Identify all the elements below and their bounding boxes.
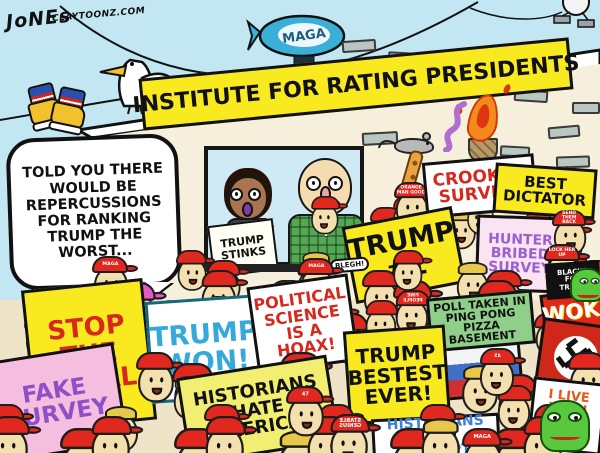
crowd-head xyxy=(390,250,433,293)
crowd-head: 47 xyxy=(286,386,335,439)
mouth xyxy=(151,387,163,396)
maga-cap: 47 xyxy=(286,386,324,404)
crowd-head: 45 xyxy=(476,348,526,398)
crowd-head xyxy=(417,416,462,453)
mouth xyxy=(475,398,487,407)
maga-cap xyxy=(176,250,207,265)
crowd-head xyxy=(176,250,216,293)
mouth xyxy=(188,278,198,285)
hair xyxy=(457,261,488,275)
crowd-head: MAGA xyxy=(462,428,513,453)
woman-mouth xyxy=(242,202,253,217)
hair xyxy=(422,418,459,434)
maga-cap: MAGA xyxy=(92,256,128,273)
crowd-head xyxy=(460,363,502,416)
maga-blimp: MAGA xyxy=(246,10,346,72)
maga-cap xyxy=(205,416,246,436)
crowd-head xyxy=(136,352,185,405)
blimp-label: MAGA xyxy=(281,26,326,47)
purple-worm xyxy=(436,100,470,156)
crowd-head xyxy=(0,416,42,453)
rater-woman: TRUMP STINKS xyxy=(207,168,282,278)
crowd-head xyxy=(87,416,144,453)
brick xyxy=(341,38,377,54)
maga-cap: STABLE GENIUS xyxy=(330,414,370,433)
mouth xyxy=(301,421,313,430)
maga-cap xyxy=(568,352,600,370)
maga-cap xyxy=(393,250,424,265)
maga-cap xyxy=(201,270,238,288)
frog-face xyxy=(570,268,600,302)
maga-cap: LOCK HER UP xyxy=(544,244,580,261)
crowd-head xyxy=(308,196,348,236)
maga-cap xyxy=(91,416,132,436)
window-sill xyxy=(198,264,370,272)
maga-cap: MAGA xyxy=(462,428,502,447)
frog-face xyxy=(540,400,590,452)
spy-balloon xyxy=(548,0,600,36)
maga-cap xyxy=(136,352,174,370)
crowd-head: STABLE GENIUS xyxy=(326,414,381,453)
brick xyxy=(572,102,600,114)
maga-cap xyxy=(0,416,30,436)
maga-cap: SEND THEM BACK xyxy=(552,210,587,227)
maga-cap: MAGA xyxy=(298,258,334,275)
maga-cap xyxy=(311,196,340,210)
crowd-head xyxy=(201,416,258,453)
maga-cap: 45 xyxy=(480,348,516,365)
